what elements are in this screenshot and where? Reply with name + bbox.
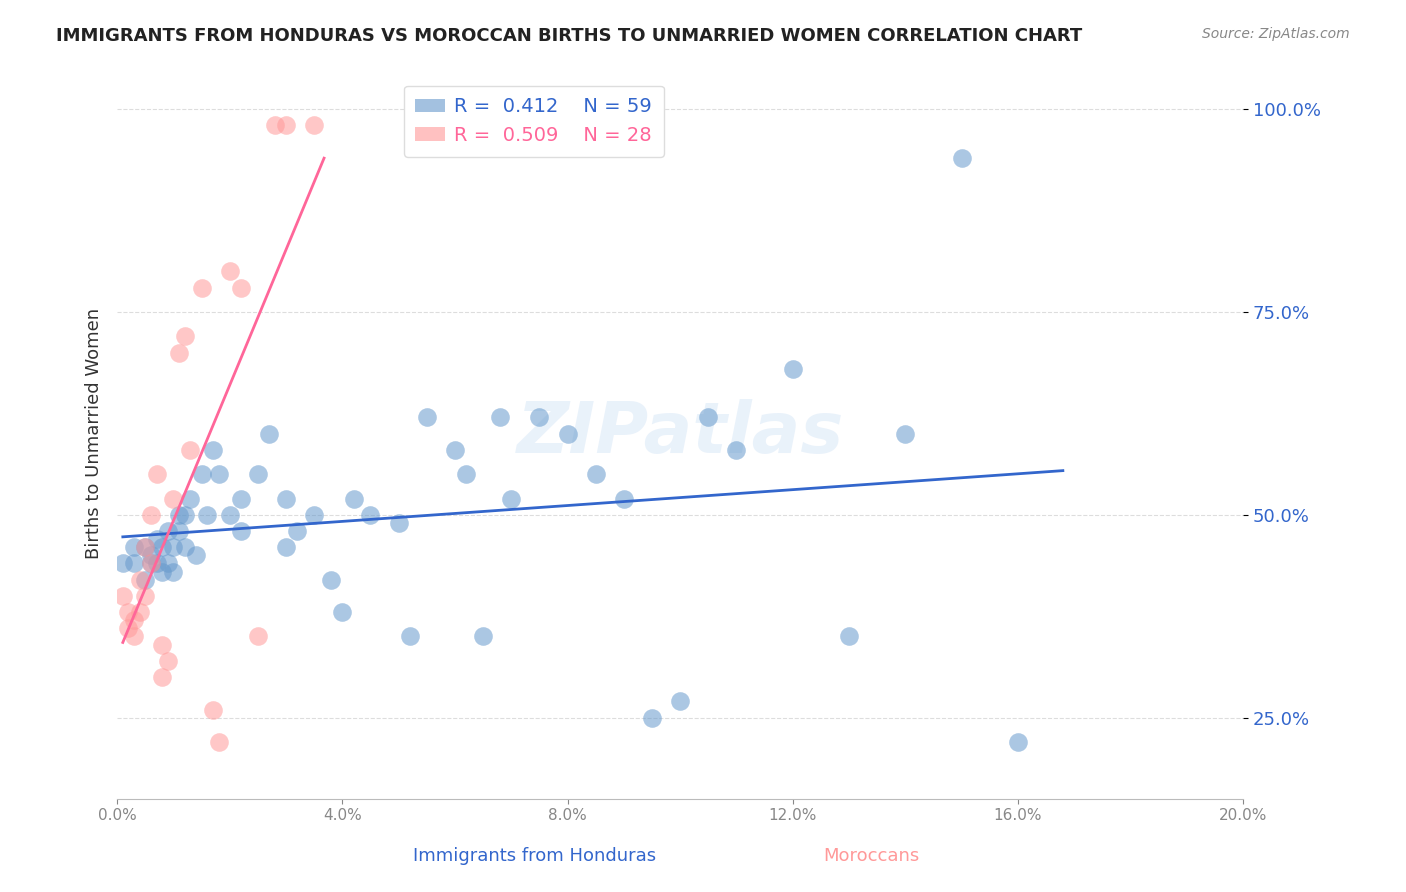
Point xyxy=(319,573,342,587)
Point xyxy=(472,630,495,644)
Point xyxy=(274,118,297,132)
Point xyxy=(218,264,240,278)
Point xyxy=(229,524,252,538)
Point xyxy=(218,508,240,522)
Point xyxy=(697,410,720,425)
Point xyxy=(456,467,478,482)
Point xyxy=(122,540,145,554)
Point xyxy=(150,565,173,579)
Point xyxy=(246,467,269,482)
Point xyxy=(229,491,252,506)
Point xyxy=(150,670,173,684)
Point xyxy=(173,329,195,343)
Point xyxy=(285,524,308,538)
Point xyxy=(117,621,139,635)
Point xyxy=(190,467,212,482)
Point xyxy=(128,605,150,619)
Point xyxy=(201,702,224,716)
Point xyxy=(150,638,173,652)
Point xyxy=(725,442,748,457)
Point xyxy=(145,532,167,546)
Point xyxy=(139,557,162,571)
Point xyxy=(1007,735,1029,749)
Text: ZIPatlas: ZIPatlas xyxy=(516,399,844,468)
Point xyxy=(263,118,285,132)
Point xyxy=(207,467,229,482)
Point xyxy=(162,540,184,554)
Text: Moroccans: Moroccans xyxy=(824,847,920,865)
Point xyxy=(145,557,167,571)
Point xyxy=(388,516,411,530)
Point xyxy=(274,491,297,506)
Point xyxy=(246,630,269,644)
Point xyxy=(128,573,150,587)
Point xyxy=(501,491,523,506)
Point xyxy=(139,557,162,571)
Point xyxy=(122,630,145,644)
Point xyxy=(139,508,162,522)
Point xyxy=(330,605,353,619)
Point xyxy=(173,508,195,522)
Point xyxy=(179,442,201,457)
Point xyxy=(302,508,325,522)
Text: Source: ZipAtlas.com: Source: ZipAtlas.com xyxy=(1202,27,1350,41)
Point xyxy=(122,613,145,627)
Legend: R =  0.412    N = 59, R =  0.509    N = 28: R = 0.412 N = 59, R = 0.509 N = 28 xyxy=(404,86,664,157)
Point xyxy=(167,508,190,522)
Point xyxy=(122,557,145,571)
Point xyxy=(117,605,139,619)
Point xyxy=(342,491,364,506)
Point xyxy=(162,565,184,579)
Point xyxy=(585,467,607,482)
Text: IMMIGRANTS FROM HONDURAS VS MOROCCAN BIRTHS TO UNMARRIED WOMEN CORRELATION CHART: IMMIGRANTS FROM HONDURAS VS MOROCCAN BIR… xyxy=(56,27,1083,45)
Point xyxy=(444,442,467,457)
Point xyxy=(302,118,325,132)
Point xyxy=(229,280,252,294)
Point xyxy=(134,573,156,587)
Point xyxy=(156,654,179,668)
Point xyxy=(139,549,162,563)
Point xyxy=(641,711,664,725)
Text: Immigrants from Honduras: Immigrants from Honduras xyxy=(413,847,655,865)
Point xyxy=(111,589,134,603)
Point xyxy=(529,410,551,425)
Point xyxy=(669,694,692,708)
Point xyxy=(162,491,184,506)
Point xyxy=(167,524,190,538)
Point xyxy=(150,540,173,554)
Point xyxy=(111,557,134,571)
Point xyxy=(613,491,636,506)
Point xyxy=(190,280,212,294)
Point xyxy=(134,589,156,603)
Point xyxy=(274,540,297,554)
Point xyxy=(782,361,804,376)
Point xyxy=(145,467,167,482)
Point xyxy=(134,540,156,554)
Point xyxy=(416,410,439,425)
Point xyxy=(173,540,195,554)
Point xyxy=(950,151,973,165)
Point xyxy=(207,735,229,749)
Point xyxy=(184,549,207,563)
Point xyxy=(167,345,190,359)
Point xyxy=(360,508,382,522)
Point xyxy=(201,442,224,457)
Point xyxy=(894,426,917,441)
Point xyxy=(838,630,860,644)
Point xyxy=(134,540,156,554)
Point xyxy=(195,508,218,522)
Point xyxy=(179,491,201,506)
Y-axis label: Births to Unmarried Women: Births to Unmarried Women xyxy=(86,308,103,559)
Point xyxy=(156,557,179,571)
Point xyxy=(257,426,280,441)
Point xyxy=(489,410,512,425)
Point xyxy=(557,426,579,441)
Point xyxy=(399,630,422,644)
Point xyxy=(156,524,179,538)
